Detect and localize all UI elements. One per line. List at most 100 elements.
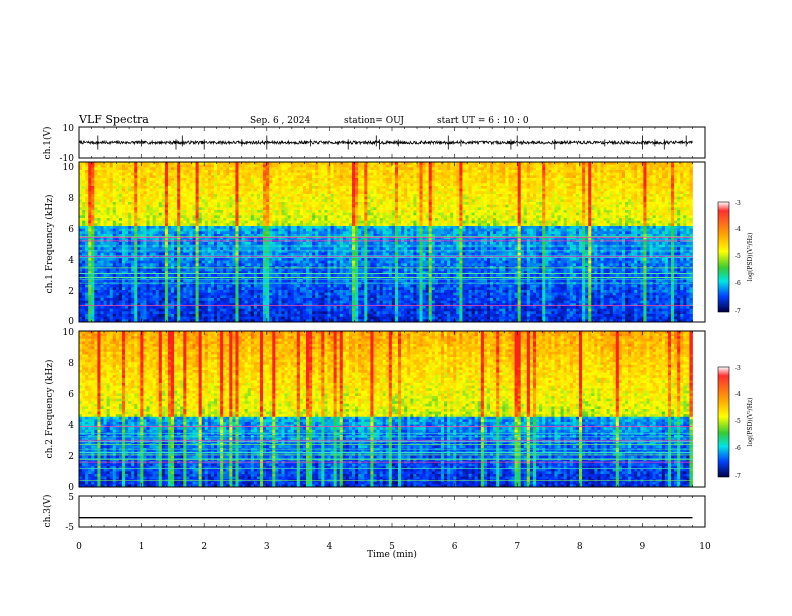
- spectrogram-cell: [177, 199, 181, 203]
- spectrogram-cell: [689, 186, 693, 190]
- spectrogram-cell: [468, 180, 473, 184]
- spectrogram-cell: [167, 191, 172, 195]
- spectrogram-cell: [591, 194, 595, 198]
- spectrogram-cell: [312, 196, 316, 200]
- spectrogram-cell: [686, 188, 690, 192]
- spectrogram-cell: [431, 164, 436, 168]
- spectrogram-cell: [85, 199, 89, 203]
- spectrogram-cell: [333, 188, 338, 192]
- spectrogram-cell: [106, 220, 111, 224]
- spectrogram-cell: [612, 204, 617, 208]
- spectrogram-cell: [192, 194, 196, 198]
- spectrogram-cell: [539, 164, 543, 168]
- spectrogram-cell: [192, 212, 196, 216]
- spectrogram-cell: [407, 170, 411, 174]
- spectrogram-cell: [511, 207, 515, 211]
- spectrogram-cell: [140, 188, 144, 192]
- spectrogram-cell: [462, 178, 466, 182]
- spectrogram-cell: [677, 199, 681, 203]
- spectrogram-cell: [269, 194, 273, 198]
- spectrogram-cell: [379, 196, 384, 200]
- spectrogram-cell: [560, 162, 565, 166]
- spectrogram-cell: [667, 180, 672, 184]
- spectrogram-cell: [241, 183, 246, 187]
- spectrogram-cell: [352, 215, 356, 219]
- spectrogram-cell: [440, 223, 445, 227]
- spectrogram-cell: [302, 167, 307, 171]
- spectrogram-cell: [474, 164, 479, 168]
- spectrogram-cell: [508, 202, 512, 206]
- spectrogram-cell: [600, 183, 604, 187]
- spectrogram-cell: [361, 167, 365, 171]
- spectrogram-cell: [192, 204, 196, 208]
- spectrogram-cell: [352, 226, 356, 230]
- spectrogram-cell: [667, 164, 672, 168]
- spectrogram-cell: [140, 167, 144, 171]
- spectrogram-cell: [612, 202, 617, 206]
- spectrogram-cell: [582, 180, 586, 184]
- spectrogram-cell: [453, 170, 457, 174]
- spectrogram-cell: [167, 162, 172, 166]
- spectrogram-cell: [422, 226, 427, 230]
- spectrogram-cell: [560, 210, 565, 214]
- spectrogram-cell: [266, 180, 270, 184]
- spectrogram-cell: [640, 167, 644, 171]
- spectrogram-cell: [183, 183, 187, 187]
- spectrogram-cell: [115, 183, 120, 187]
- spectrogram-cell: [600, 202, 604, 206]
- spectrogram-cell: [161, 186, 166, 190]
- spectrogram-cell: [486, 226, 491, 230]
- spectrogram-cell: [253, 178, 258, 182]
- spectrogram-cell: [192, 178, 196, 182]
- spectrogram-cell: [594, 178, 598, 182]
- spectrogram-cell: [318, 170, 322, 174]
- spectrogram-cell: [312, 178, 316, 182]
- spectrogram-cell: [394, 172, 399, 176]
- spectrogram-cell: [269, 204, 273, 208]
- spectrogram-cell: [440, 170, 445, 174]
- spectrogram-cell: [459, 202, 463, 206]
- spectrogram-cell: [164, 178, 169, 182]
- spectrogram-cell: [361, 202, 365, 206]
- spectrogram-cell: [450, 196, 454, 200]
- spectrogram-cell: [677, 191, 681, 195]
- spectrogram-cell: [603, 220, 607, 224]
- spectrogram-cell: [413, 199, 417, 203]
- spectrogram-cell: [674, 170, 678, 174]
- spectrogram-cell: [652, 188, 657, 192]
- spectrogram-cell: [342, 218, 347, 222]
- spectrogram-cell: [600, 178, 604, 182]
- spectrogram-cell: [315, 178, 319, 182]
- spectrogram-cell: [597, 178, 601, 182]
- spectrogram-cell: [235, 204, 239, 208]
- spectrogram-cell: [661, 180, 666, 184]
- spectrogram-cell: [330, 207, 334, 211]
- spectrogram-cell: [287, 194, 292, 198]
- spectrogram-cell: [321, 204, 325, 208]
- spectrogram-cell: [287, 218, 292, 222]
- spectrogram-cell: [444, 207, 448, 211]
- spectrogram-cell: [493, 188, 497, 192]
- spectrogram-cell: [631, 188, 635, 192]
- spectrogram-cell: [425, 194, 430, 198]
- spectrogram-cell: [440, 207, 445, 211]
- spectrogram-cell: [339, 170, 344, 174]
- spectrogram-cell: [585, 172, 589, 176]
- spectrogram-cell: [201, 170, 206, 174]
- spectrogram-cell: [103, 207, 108, 211]
- spectrogram-cell: [582, 183, 586, 187]
- spectrogram-cell: [106, 170, 111, 174]
- spectrogram-cell: [465, 212, 469, 216]
- spectrogram-cell: [88, 215, 92, 219]
- spectrogram-cell: [100, 178, 104, 182]
- spectrogram-cell: [520, 199, 525, 203]
- spectrogram-cell: [490, 204, 494, 208]
- spectrogram-cell: [572, 175, 577, 179]
- spectrogram-cell: [100, 226, 104, 230]
- spectrogram-cell: [327, 218, 331, 222]
- spectrogram-cell: [118, 172, 123, 176]
- spectrogram-cell: [649, 164, 654, 168]
- spectrogram-cell: [667, 223, 672, 227]
- spectrogram-cell: [345, 194, 350, 198]
- spectrogram-cell: [324, 162, 328, 166]
